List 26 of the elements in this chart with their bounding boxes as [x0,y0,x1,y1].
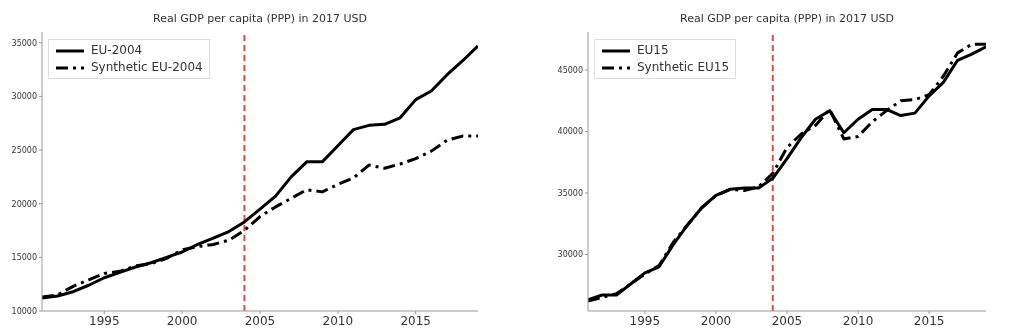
x-tick-label: 2010 [842,313,874,328]
x-tick-label: 2015 [913,313,945,328]
y-tick-label: 40000 [557,127,583,137]
y-tick-label: 20000 [11,199,37,209]
legend-label: Synthetic EU-2004 [91,59,203,76]
y-tick-label: 30000 [557,250,583,260]
x-tick-label: 2000 [166,313,198,328]
chart-title: Real GDP per capita (PPP) in 2017 USD [152,12,368,25]
x-tick-label: 1995 [629,313,661,328]
x-tick-label: 2015 [400,313,431,328]
legend-label: Synthetic EU15 [637,59,730,76]
x-tick-label: 2005 [771,313,803,328]
chart-title: Real GDP per capita (PPP) in 2017 USD [679,12,895,25]
y-tick-label: 45000 [557,65,583,75]
x-tick-label: 2005 [244,313,276,328]
y-tick-label: 30000 [11,92,37,102]
y-tick-label: 35000 [11,38,37,48]
y-tick-label: 15000 [11,253,37,263]
y-tick-label: 25000 [11,145,37,155]
x-tick-label: 1995 [89,313,120,328]
y-tick-label: 10000 [11,306,37,316]
x-tick-label: 2000 [700,313,732,328]
y-tick-label: 35000 [557,188,583,198]
x-tick-label: 2010 [322,313,354,328]
legend-label: EU15 [637,42,669,59]
legend-label: EU-2004 [91,42,143,59]
